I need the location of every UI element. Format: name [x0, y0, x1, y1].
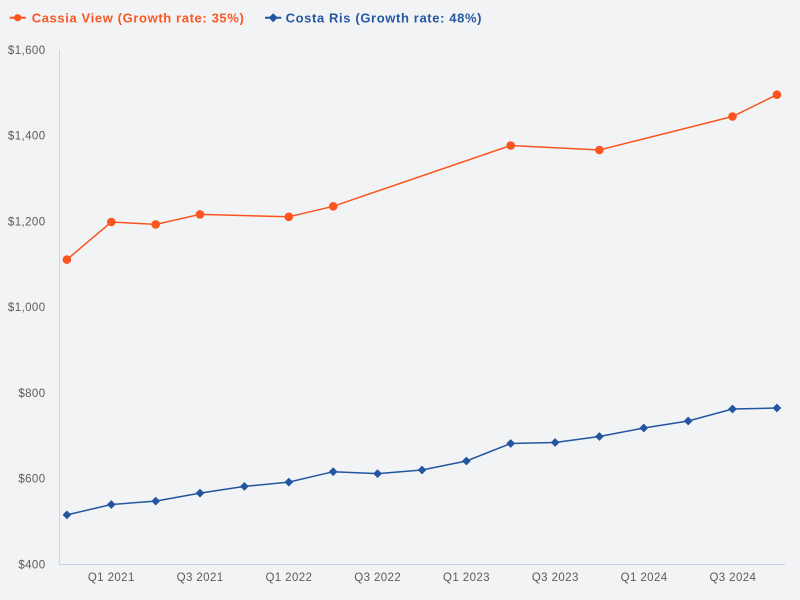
- svg-text:Q3 2021: Q3 2021: [177, 572, 224, 584]
- svg-text:Q3 2024: Q3 2024: [709, 572, 756, 584]
- svg-text:$1,200: $1,200: [8, 216, 46, 228]
- svg-text:Cassia View (Growth rate: 35%): Cassia View (Growth rate: 35%): [32, 10, 245, 25]
- svg-text:$600: $600: [18, 474, 45, 486]
- svg-text:Q3 2022: Q3 2022: [354, 572, 401, 584]
- svg-text:Q3 2023: Q3 2023: [532, 572, 579, 584]
- svg-text:Q1 2021: Q1 2021: [88, 572, 135, 584]
- svg-text:$1,000: $1,000: [8, 302, 46, 314]
- svg-text:Q1 2023: Q1 2023: [443, 572, 490, 584]
- svg-text:$1,600: $1,600: [8, 45, 46, 57]
- svg-text:Q1 2022: Q1 2022: [265, 572, 312, 584]
- svg-text:Q1 2024: Q1 2024: [621, 572, 668, 584]
- svg-text:$800: $800: [18, 388, 45, 400]
- svg-text:$400: $400: [18, 559, 45, 571]
- svg-text:Costa Ris (Growth rate: 48%): Costa Ris (Growth rate: 48%): [286, 10, 483, 25]
- svg-text:$1,400: $1,400: [8, 131, 46, 143]
